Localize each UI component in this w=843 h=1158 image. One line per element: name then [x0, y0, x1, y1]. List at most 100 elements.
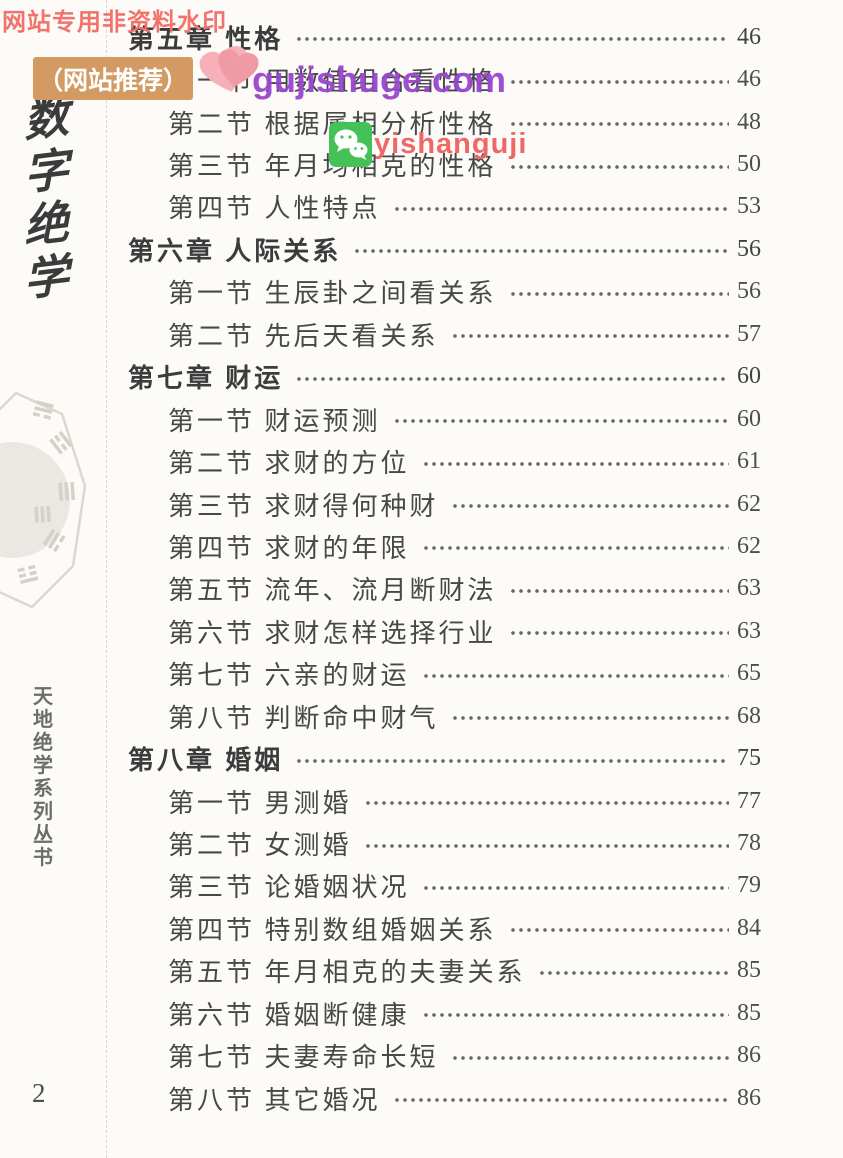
toc-entry-label: 第六节 婚姻断健康	[168, 1000, 410, 1030]
page-fold-line	[106, 0, 107, 1158]
toc-chapter-row: 第五章 性格 46	[128, 16, 775, 58]
toc-entry-page-number: 85	[737, 999, 761, 1026]
dot-leader	[392, 416, 729, 427]
toc-entry-page-number: 46	[737, 23, 761, 50]
dot-leader	[421, 543, 729, 554]
toc-entry-page-number: 56	[737, 235, 761, 262]
toc-chapter-row: 第八章 婚姻 75	[128, 737, 775, 779]
toc-section-row: 第六节 求财怎样选择行业 63	[128, 610, 775, 652]
watermark-top-text: 网站专用非资料水印	[2, 9, 227, 36]
toc-entry-page-number: 46	[737, 66, 761, 93]
dot-leader	[363, 840, 729, 851]
toc-entry-label: 第四节 特别数组婚姻关系	[168, 915, 497, 945]
wechat-icon	[329, 122, 372, 167]
toc-entry-label: 第一节 男测婚	[168, 788, 352, 818]
vertical-char: 天	[33, 686, 53, 708]
dot-leader	[508, 161, 729, 172]
toc-entry-page-number: 63	[737, 617, 761, 644]
toc-entry-label: 第二节 求财的方位	[168, 449, 410, 479]
toc-entry-page-number: 48	[737, 108, 761, 135]
bagua-graphic	[0, 391, 87, 609]
dot-leader	[537, 967, 729, 978]
dot-leader	[508, 585, 729, 596]
toc-section-row: 第二节 先后天看关系 57	[128, 313, 775, 355]
book-title-calligraphy: 数字绝学	[14, 89, 80, 308]
toc-entry-label: 第五节 流年、流月断财法	[168, 576, 497, 606]
toc-entry-label: 第五章 性格	[128, 23, 284, 54]
dot-leader	[295, 755, 729, 766]
heart-icon	[199, 46, 259, 92]
toc-entry-label: 第八章 婚姻	[128, 745, 284, 776]
toc-entry-page-number: 77	[737, 787, 761, 814]
toc-section-row: 第二节 女测婚 78	[128, 822, 775, 864]
watermark-site-text: gujishuge.com	[252, 59, 507, 100]
dot-leader	[295, 34, 729, 45]
toc-section-row: 第三节 论婚姻状况 79	[128, 865, 775, 907]
dot-leader	[353, 246, 729, 257]
toc-chapter-row: 第七章 财运 60	[128, 356, 775, 398]
toc-entry-page-number: 86	[737, 1042, 761, 1069]
toc-entry-label: 第八节 其它婚况	[168, 1085, 381, 1115]
toc-entry-page-number: 61	[737, 448, 761, 475]
toc-entry-page-number: 60	[737, 363, 761, 390]
toc-section-row: 第三节 年月均相克的性格 50	[128, 143, 775, 185]
dot-leader	[450, 1052, 729, 1063]
toc-entry-page-number: 57	[737, 320, 761, 347]
toc-entry-page-number: 53	[737, 193, 761, 220]
dot-leader	[450, 331, 729, 342]
toc-entry-page-number: 63	[737, 575, 761, 602]
toc-entry-label: 第一节 财运预测	[168, 406, 381, 436]
dot-leader	[508, 628, 729, 639]
toc-section-row: 第一节 男测婚 77	[128, 780, 775, 822]
toc-section-row: 第八节 其它婚况 86	[128, 1077, 775, 1119]
series-title-vertical: 天地绝学系列丛书	[33, 687, 53, 871]
toc-entry-page-number: 56	[737, 278, 761, 305]
toc-entry-page-number: 78	[737, 830, 761, 857]
toc-section-row: 第四节 人性特点 53	[128, 186, 775, 228]
toc-entry-label: 第七节 六亲的财运	[168, 661, 410, 691]
toc-entry-label: 第四节 求财的年限	[168, 533, 410, 563]
vertical-char: 学	[33, 755, 53, 777]
toc-section-row: 第四节 特别数组婚姻关系 84	[128, 907, 775, 949]
toc-section-row: 第八节 判断命中财气 68	[128, 695, 775, 737]
dot-leader	[450, 501, 729, 512]
toc-entry-label: 第三节 论婚姻状况	[168, 873, 410, 903]
toc-section-row: 第四节 求财的年限 62	[128, 525, 775, 567]
toc-section-row: 第二节 求财的方位 61	[128, 440, 775, 482]
dot-leader	[421, 670, 729, 681]
dot-leader	[421, 458, 729, 469]
toc-section-row: 第七节 六亲的财运 65	[128, 653, 775, 695]
toc-entry-label: 第七章 财运	[128, 363, 284, 394]
dot-leader	[295, 373, 729, 384]
toc-entry-page-number: 65	[737, 660, 761, 687]
dot-leader	[363, 798, 729, 809]
toc-chapter-row: 第六章 人际关系 56	[128, 228, 775, 270]
toc-entry-page-number: 62	[737, 490, 761, 517]
dot-leader	[421, 1010, 729, 1021]
watermark-handle-text: yishanguji	[374, 128, 528, 160]
toc-entry-label: 第三节 求财得何种财	[168, 491, 439, 521]
toc-section-row: 第三节 求财得何种财 62	[128, 483, 775, 525]
toc-entry-label: 第七节 夫妻寿命长短	[168, 1043, 439, 1073]
toc-entry-page-number: 62	[737, 532, 761, 559]
toc-section-row: 第一节 生辰卦之间看关系 56	[128, 271, 775, 313]
toc-entry-label: 第六章 人际关系	[128, 235, 342, 266]
toc-entry-page-number: 50	[737, 151, 761, 178]
vertical-char: 列	[33, 801, 53, 823]
dot-leader	[392, 203, 729, 214]
vertical-char: 地	[33, 709, 53, 731]
vertical-char: 系	[33, 778, 53, 800]
toc-entry-label: 第一节 生辰卦之间看关系	[168, 279, 497, 309]
dot-leader	[508, 76, 729, 87]
toc-section-row: 第七节 夫妻寿命长短 86	[128, 1035, 775, 1077]
dot-leader	[508, 288, 729, 299]
toc-section-row: 第六节 婚姻断健康 85	[128, 992, 775, 1034]
toc-entry-page-number: 75	[737, 745, 761, 772]
vertical-char: 学	[23, 248, 71, 307]
toc-entry-page-number: 60	[737, 405, 761, 432]
dot-leader	[450, 713, 729, 724]
toc-entry-page-number: 85	[737, 957, 761, 984]
toc-entry-page-number: 79	[737, 872, 761, 899]
toc-section-row: 第五节 流年、流月断财法 63	[128, 568, 775, 610]
